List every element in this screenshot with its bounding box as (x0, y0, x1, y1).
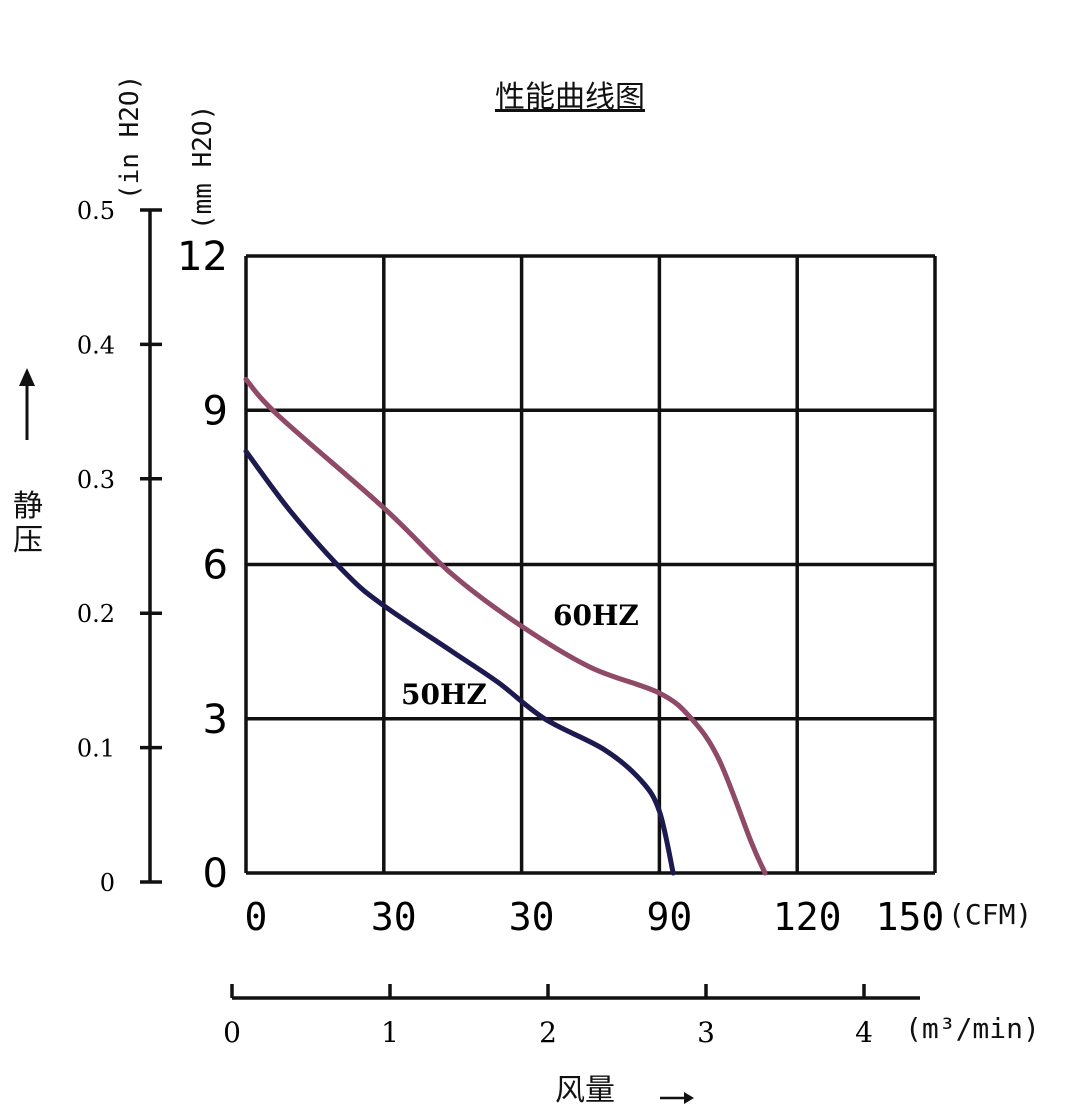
x-cfm-tick-label: 30 (371, 895, 417, 939)
y-mm-tick-label: 9 (203, 388, 228, 434)
y-in-tick-label: 0.2 (77, 600, 115, 628)
series-line-60hz (243, 376, 768, 876)
x-cfm-tick-label: 30 (509, 895, 555, 939)
y-in-tick-label: 0.4 (77, 331, 115, 359)
x-m3-tick-label: 0 (223, 1016, 241, 1049)
y-mm-tick-label: 3 (203, 697, 228, 743)
chart-title: 性能曲线图 (495, 80, 645, 115)
up-arrow-icon (19, 368, 35, 386)
y-in-tick-label: 0.5 (77, 197, 115, 225)
x-unit-cfm-label: (CFM) (948, 898, 1033, 931)
series-label-60hz: 60HZ (553, 599, 639, 632)
y-in-tick-label: 0 (100, 869, 115, 897)
y-unit-mm-label: (mm H2O) (188, 104, 218, 230)
series-line-50hz (243, 448, 676, 876)
y-in-tick-label: 0.3 (77, 466, 115, 494)
x-m3-tick-label: 4 (855, 1016, 873, 1049)
x-m3-tick-label: 3 (697, 1016, 715, 1049)
y-mm-tick-label: 0 (203, 851, 228, 897)
x-cfm-tick-label: 90 (647, 895, 693, 939)
x-axis-label: 风量 (555, 1073, 615, 1108)
x-m3-tick-label: 2 (539, 1016, 557, 1049)
y-unit-in-label: (in H2O) (115, 74, 145, 200)
y-axis-label: 静压 (13, 489, 43, 558)
x-m3-tick-label: 1 (381, 1016, 399, 1049)
x-cfm-tick-label: 150 (876, 895, 945, 939)
series-label-50hz: 50HZ (401, 678, 487, 711)
x-cfm-tick-label: 120 (773, 895, 842, 939)
y-in-tick-label: 0.1 (77, 735, 115, 763)
right-arrow-icon (684, 1092, 694, 1104)
y-mm-tick-label: 6 (203, 543, 228, 589)
x-unit-m3-label: (m³/min) (905, 1012, 1040, 1045)
x-cfm-tick-label: 0 (245, 895, 268, 939)
y-mm-tick-label: 12 (177, 234, 228, 280)
